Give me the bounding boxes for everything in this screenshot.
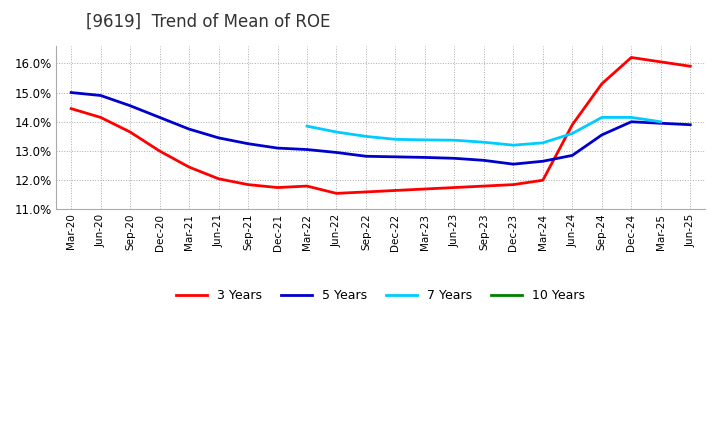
Legend: 3 Years, 5 Years, 7 Years, 10 Years: 3 Years, 5 Years, 7 Years, 10 Years — [171, 284, 590, 308]
Line: 7 Years: 7 Years — [307, 117, 661, 145]
5 Years — [627, 119, 636, 125]
7 Years — [391, 137, 400, 142]
7 Years — [302, 124, 311, 129]
7 Years — [539, 140, 547, 146]
5 Years — [244, 141, 253, 147]
Line: 3 Years: 3 Years — [71, 58, 690, 194]
5 Years — [273, 146, 282, 151]
7 Years — [627, 115, 636, 120]
5 Years — [215, 135, 223, 140]
5 Years — [686, 122, 695, 127]
5 Years — [450, 156, 459, 161]
3 Years — [67, 106, 76, 111]
3 Years — [539, 178, 547, 183]
5 Years — [391, 154, 400, 159]
5 Years — [96, 93, 105, 98]
3 Years — [96, 115, 105, 120]
7 Years — [657, 119, 665, 125]
7 Years — [598, 115, 606, 120]
3 Years — [509, 182, 518, 187]
3 Years — [273, 185, 282, 190]
5 Years — [509, 161, 518, 167]
Line: 5 Years: 5 Years — [71, 92, 690, 164]
3 Years — [657, 59, 665, 65]
3 Years — [480, 183, 488, 189]
3 Years — [185, 165, 194, 170]
5 Years — [361, 154, 370, 159]
5 Years — [420, 155, 429, 160]
3 Years — [568, 122, 577, 127]
5 Years — [185, 126, 194, 132]
3 Years — [686, 64, 695, 69]
7 Years — [568, 131, 577, 136]
3 Years — [420, 187, 429, 192]
3 Years — [598, 81, 606, 86]
5 Years — [657, 121, 665, 126]
3 Years — [244, 182, 253, 187]
3 Years — [156, 148, 164, 154]
5 Years — [539, 158, 547, 164]
5 Years — [156, 115, 164, 120]
7 Years — [509, 143, 518, 148]
5 Years — [598, 132, 606, 138]
7 Years — [361, 134, 370, 139]
5 Years — [332, 150, 341, 155]
5 Years — [126, 103, 135, 108]
5 Years — [67, 90, 76, 95]
3 Years — [627, 55, 636, 60]
3 Years — [361, 189, 370, 194]
7 Years — [332, 129, 341, 135]
3 Years — [332, 191, 341, 196]
3 Years — [215, 176, 223, 181]
3 Years — [450, 185, 459, 190]
7 Years — [420, 137, 429, 143]
5 Years — [302, 147, 311, 152]
5 Years — [480, 158, 488, 163]
3 Years — [126, 129, 135, 135]
3 Years — [302, 183, 311, 189]
5 Years — [568, 153, 577, 158]
Text: [9619]  Trend of Mean of ROE: [9619] Trend of Mean of ROE — [86, 13, 330, 31]
3 Years — [391, 188, 400, 193]
7 Years — [450, 138, 459, 143]
7 Years — [480, 139, 488, 145]
